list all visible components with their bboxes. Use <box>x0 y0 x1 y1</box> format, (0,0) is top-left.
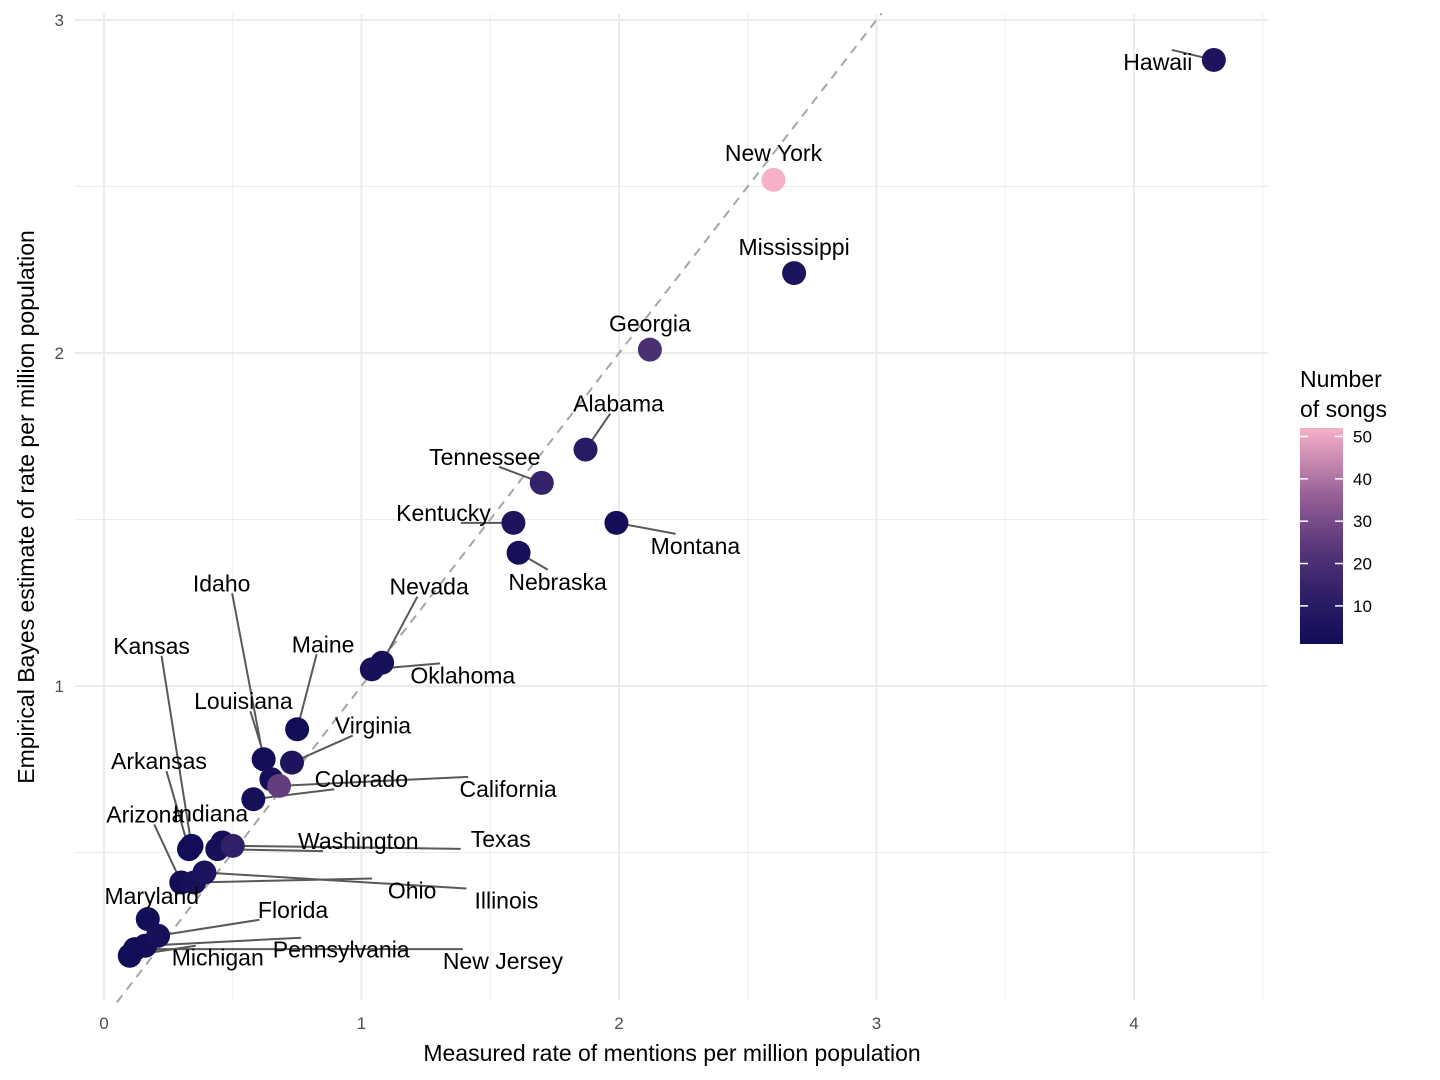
label-tennessee: Tennessee <box>429 444 540 470</box>
label-ohio: Ohio <box>388 877 437 903</box>
y-tick-label: 1 <box>55 677 64 696</box>
y-tick-label: 3 <box>55 11 64 30</box>
axis-tick-labels: 0 1 2 3 4 1 2 3 <box>55 11 1139 1033</box>
point-colorado <box>241 787 266 812</box>
point-nebraska <box>506 540 531 565</box>
point-california <box>267 773 292 798</box>
grid-lines <box>75 14 1268 1000</box>
leader-line-nevada <box>381 596 419 664</box>
label-kansas: Kansas <box>113 633 190 659</box>
point-montana <box>604 510 629 535</box>
legend-tick-label: 40 <box>1353 470 1372 489</box>
point-labels: Hawaii New York Mississippi Georgia Alabama T… <box>104 49 1192 974</box>
legend-tick-label: 30 <box>1353 512 1372 531</box>
label-nebraska: Nebraska <box>508 569 607 595</box>
label-new-york: New York <box>725 140 823 166</box>
label-leader-lines <box>129 48 1215 957</box>
legend-ticks: 10 20 30 40 50 <box>1300 427 1372 616</box>
label-virginia: Virginia <box>335 713 411 739</box>
label-nevada: Nevada <box>389 574 468 600</box>
label-maryland: Maryland <box>104 883 199 909</box>
leader-line-kansas <box>160 655 193 846</box>
point-new-york <box>761 167 786 192</box>
point-kentucky <box>501 510 526 535</box>
color-legend: Number of songs 10 20 30 40 50 <box>1300 366 1387 644</box>
label-alabama: Alabama <box>573 391 664 417</box>
label-montana: Montana <box>651 533 741 559</box>
point-arkansas <box>176 837 201 862</box>
label-oklahoma: Oklahoma <box>410 662 515 688</box>
point-georgia <box>637 337 662 362</box>
point-virginia <box>279 750 304 775</box>
legend-tick-label: 20 <box>1353 555 1372 574</box>
label-hawaii: Hawaii <box>1123 49 1192 75</box>
point-oklahoma <box>359 657 384 682</box>
label-california: California <box>460 776 557 802</box>
legend-tick-label: 50 <box>1353 427 1372 446</box>
leader-line-illinois <box>204 871 467 890</box>
leader-line-idaho <box>231 593 265 760</box>
leader-line-california <box>279 775 469 787</box>
label-colorado: Colorado <box>315 766 408 792</box>
label-georgia: Georgia <box>609 311 691 337</box>
reference-line <box>116 12 883 1003</box>
identity-line <box>116 12 883 1003</box>
legend-title-line-1: Number <box>1300 366 1382 392</box>
leader-line-maine <box>296 654 318 730</box>
leader-line-pennsylvania <box>145 936 302 947</box>
point-illinois <box>192 860 217 885</box>
label-new-jersey: New Jersey <box>443 948 564 974</box>
point-tennessee <box>529 470 554 495</box>
label-illinois: Illinois <box>474 887 538 913</box>
point-maine <box>285 717 310 742</box>
data-points <box>117 47 1226 968</box>
label-louisiana: Louisiana <box>194 688 293 714</box>
legend-colorbar <box>1300 428 1343 644</box>
label-indiana: Indiana <box>173 801 249 827</box>
label-idaho: Idaho <box>193 570 251 596</box>
point-alabama <box>573 437 598 462</box>
legend-tick-label: 10 <box>1353 597 1372 616</box>
label-maine: Maine <box>292 631 355 657</box>
label-arizona: Arizona <box>106 801 184 827</box>
label-mississippi: Mississippi <box>739 234 850 260</box>
x-tick-label: 4 <box>1129 1014 1138 1033</box>
label-florida: Florida <box>258 897 329 923</box>
leader-line-colorado <box>253 788 335 801</box>
y-axis-title: Empirical Bayes estimate of rate per mil… <box>13 230 39 784</box>
point-texas <box>220 833 245 858</box>
leader-line-florida <box>157 918 260 937</box>
x-tick-label: 3 <box>872 1014 881 1033</box>
label-pennsylvania: Pennsylvania <box>273 937 410 963</box>
label-kentucky: Kentucky <box>396 500 491 526</box>
point-hawaii <box>1201 47 1226 72</box>
point-mississippi <box>782 261 807 286</box>
leader-line-ohio <box>194 877 373 884</box>
label-texas: Texas <box>471 826 531 852</box>
x-tick-label: 2 <box>614 1014 623 1033</box>
point-florida <box>146 923 171 948</box>
point-idaho <box>251 747 276 772</box>
legend-title-line-2: of songs <box>1300 396 1387 422</box>
x-axis-title: Measured rate of mentions per million po… <box>423 1040 920 1066</box>
label-arkansas: Arkansas <box>111 748 207 774</box>
y-tick-label: 2 <box>55 344 64 363</box>
x-tick-label: 0 <box>99 1014 108 1033</box>
label-washington: Washington <box>298 828 419 854</box>
leader-line-texas <box>232 844 461 850</box>
x-tick-label: 1 <box>357 1014 366 1033</box>
label-michigan: Michigan <box>172 945 264 971</box>
